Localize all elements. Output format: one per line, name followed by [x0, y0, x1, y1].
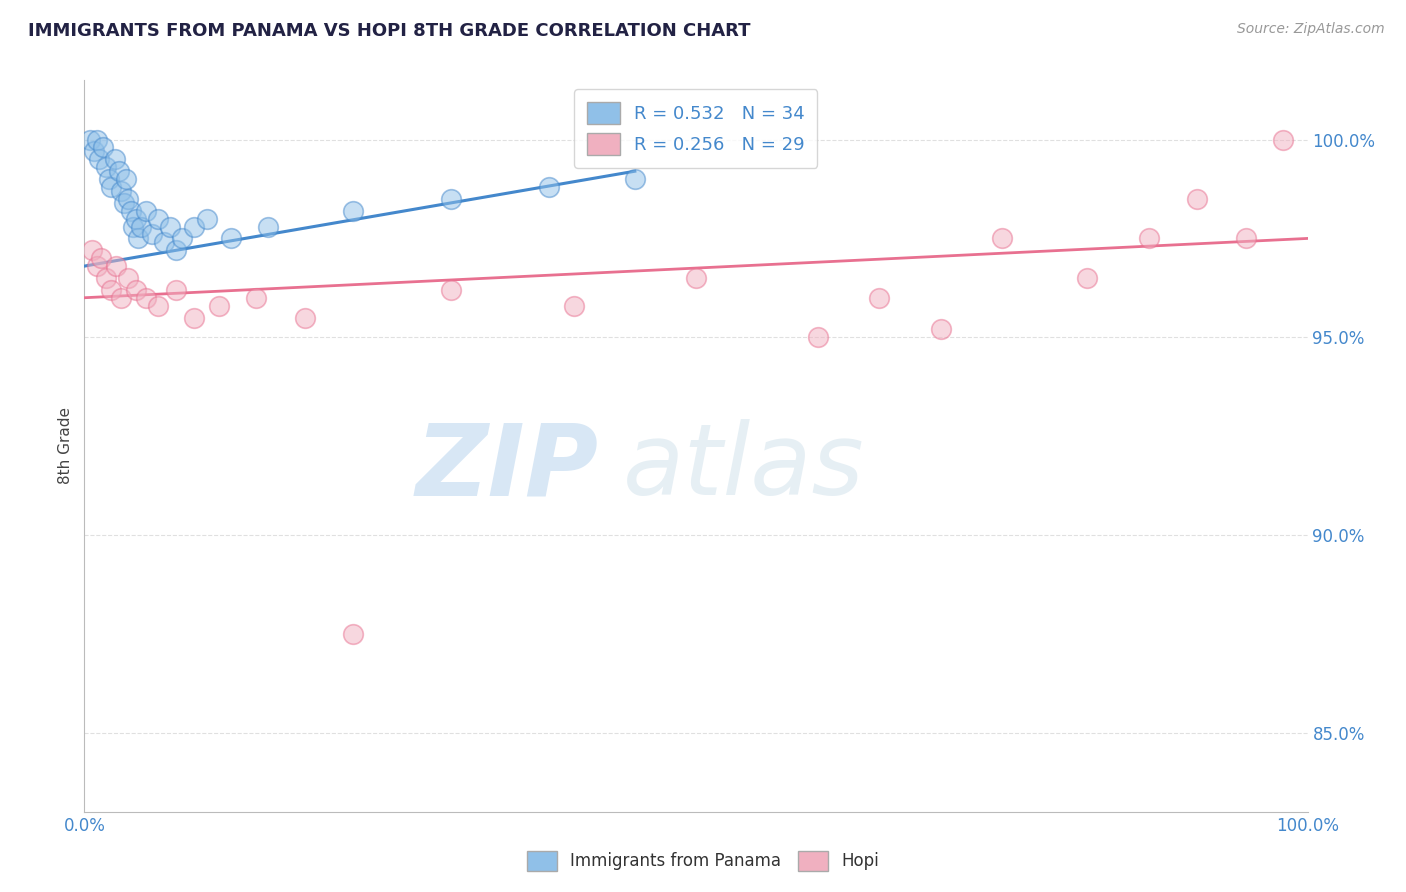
Point [807, 330, 830, 344]
Point [869, 291, 891, 305]
Point [127, 231, 149, 245]
Point [538, 180, 561, 194]
Point [135, 291, 157, 305]
Point [80, 244, 103, 258]
Point [100, 283, 122, 297]
Point [141, 227, 163, 242]
Point [159, 219, 181, 234]
Point [117, 192, 139, 206]
Point [79, 132, 101, 146]
Point [83, 145, 105, 159]
Legend: Immigrants from Panama, Hopi: Immigrants from Panama, Hopi [519, 842, 887, 880]
Point [96, 161, 118, 175]
Point [219, 231, 242, 245]
Point [624, 172, 647, 186]
Point [1272, 132, 1295, 146]
Point [110, 184, 132, 198]
Point [146, 299, 169, 313]
Point [153, 235, 176, 250]
Point [122, 219, 145, 234]
Point [1076, 271, 1098, 285]
Point [208, 299, 231, 313]
Point [294, 310, 316, 325]
Point [86, 132, 108, 146]
Point [1137, 231, 1160, 245]
Point [97, 172, 120, 186]
Point [685, 271, 707, 285]
Point [135, 203, 157, 218]
Point [129, 219, 152, 234]
Text: Source: ZipAtlas.com: Source: ZipAtlas.com [1237, 22, 1385, 37]
Text: atlas: atlas [623, 419, 865, 516]
Point [165, 283, 187, 297]
Point [440, 283, 463, 297]
Point [1236, 231, 1258, 245]
Point [107, 164, 129, 178]
Point [562, 299, 585, 313]
Point [105, 259, 128, 273]
Point [87, 153, 110, 167]
Point [90, 251, 112, 265]
Point [117, 271, 139, 285]
Point [146, 211, 169, 226]
Point [120, 203, 142, 218]
Point [245, 291, 267, 305]
Point [991, 231, 1014, 245]
Point [125, 283, 148, 297]
Point [115, 172, 138, 186]
Text: ZIP: ZIP [415, 419, 598, 516]
Point [104, 153, 127, 167]
Text: IMMIGRANTS FROM PANAMA VS HOPI 8TH GRADE CORRELATION CHART: IMMIGRANTS FROM PANAMA VS HOPI 8TH GRADE… [28, 22, 751, 40]
Y-axis label: 8th Grade: 8th Grade [58, 408, 73, 484]
Point [342, 203, 364, 218]
Point [183, 310, 205, 325]
Legend: R = 0.532   N = 34, R = 0.256   N = 29: R = 0.532 N = 34, R = 0.256 N = 29 [575, 89, 817, 168]
Point [1187, 192, 1209, 206]
Point [342, 627, 364, 641]
Point [86, 259, 108, 273]
Point [929, 322, 952, 336]
Point [165, 244, 187, 258]
Point [112, 195, 135, 210]
Point [257, 219, 280, 234]
Point [91, 140, 114, 154]
Point [100, 180, 122, 194]
Point [195, 211, 218, 226]
Point [96, 271, 118, 285]
Point [172, 231, 194, 245]
Point [125, 211, 148, 226]
Point [110, 291, 132, 305]
Point [183, 219, 205, 234]
Point [440, 192, 463, 206]
